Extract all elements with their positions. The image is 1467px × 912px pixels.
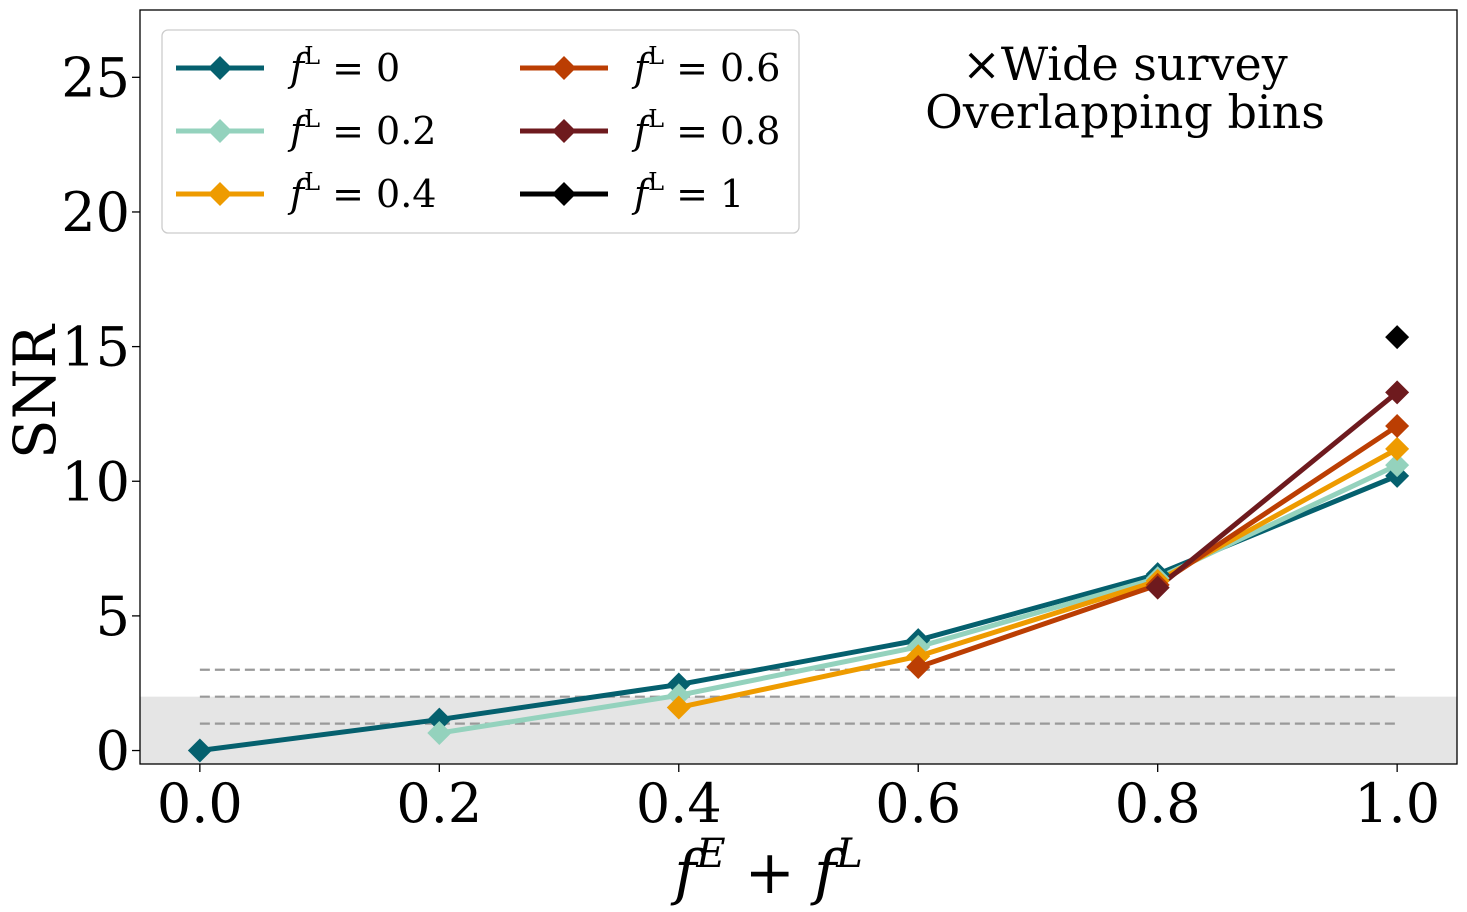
legend-label: fL = 0.4 (287, 168, 436, 216)
x-tick-label: 0.0 (157, 772, 243, 835)
legend-marker (552, 182, 576, 206)
y-tick-label: 10 (61, 450, 130, 513)
data-point (1385, 414, 1410, 439)
data-point (666, 683, 691, 708)
data-point (1145, 575, 1170, 600)
legend-label: fL = 0 (287, 42, 400, 90)
data-point (427, 721, 452, 746)
annotation-line: Overlapping bins (925, 85, 1325, 139)
legend-marker (552, 119, 576, 143)
x-tick-label: 0.6 (875, 772, 961, 835)
legend-marker (208, 182, 232, 206)
y-tick-label: 25 (61, 46, 130, 109)
legend-label: fL = 0.6 (631, 42, 780, 90)
legend-label: fL = 0.2 (287, 105, 436, 153)
y-tick-label: 5 (96, 585, 130, 648)
data-point (1385, 325, 1410, 350)
legend-marker (208, 119, 232, 143)
data-point (906, 655, 931, 680)
series-line (678, 446, 1399, 710)
data-point (1385, 453, 1410, 478)
legend-label: fL = 0.8 (631, 105, 780, 153)
data-point (1385, 436, 1410, 461)
y-tick-label: 15 (61, 316, 130, 379)
legend-marker (208, 56, 232, 80)
legend-label: fL = 1 (631, 168, 744, 216)
y-tick-label: 0 (96, 720, 130, 783)
y-tick-label: 20 (61, 181, 130, 244)
annotation-line: ×Wide survey (962, 37, 1287, 91)
x-tick-label: 0.8 (1115, 772, 1201, 835)
x-tick-label: 0.2 (396, 772, 482, 835)
y-axis-label: SNR (1, 323, 69, 459)
x-tick-label: 0.4 (636, 772, 722, 835)
series-line (1156, 390, 1399, 590)
x-tick-label: 1.0 (1354, 772, 1440, 835)
plot-frame (139, 9, 1458, 765)
data-point (427, 707, 452, 732)
legend-box (161, 29, 800, 234)
legend-marker (552, 56, 576, 80)
data-point (187, 738, 212, 763)
data-point (666, 695, 691, 720)
data-point (1385, 380, 1410, 405)
